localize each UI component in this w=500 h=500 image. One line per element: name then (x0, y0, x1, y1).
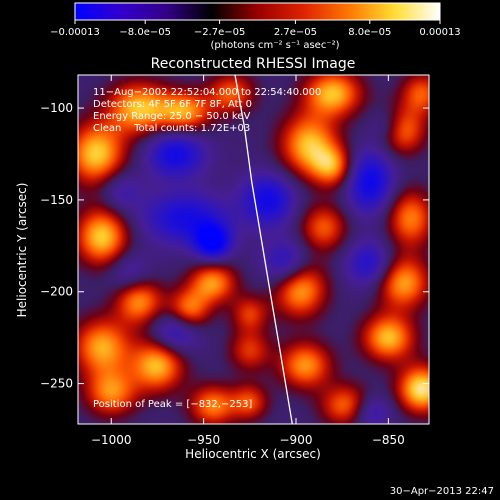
x-axis-label: Heliocentric X (arcsec) (185, 447, 321, 461)
x-tick-label: −900 (280, 433, 313, 447)
x-axis: −1000 −950 −900 −850 (91, 75, 405, 447)
y-tick-label: −100 (40, 101, 73, 115)
x-tick-label: −850 (372, 433, 405, 447)
colorbar-unit-label: (photons cm⁻² s⁻¹ asec⁻²) (210, 40, 339, 51)
x-tick-label: −950 (187, 433, 220, 447)
y-tick-label: −200 (40, 285, 73, 299)
chart-title: Reconstructed RHESSI Image (151, 56, 356, 72)
colorbar-tick-label: 0.00013 (419, 27, 460, 38)
y-tick-label: −150 (40, 193, 73, 207)
colorbar-tick-label: −2.7e−05 (194, 27, 246, 38)
colorbar-frame (74, 2, 441, 21)
footer-timestamp: 30−Apr−2013 22:47 (390, 486, 494, 497)
y-axis-label: Heliocentric Y (arcsec) (15, 183, 29, 318)
colorbar-tick-label: 8.0e−05 (348, 27, 391, 38)
plot-frame (77, 74, 430, 425)
annotation-block: 11−Aug−2002 22:52:04.000 to 22:54:40.000… (93, 87, 321, 134)
y-axis: −100 −150 −200 −250 (40, 101, 429, 391)
colorbar (75, 3, 440, 20)
limb-curve (234, 75, 293, 424)
y-tick-label: −250 (40, 377, 73, 391)
colorbar-ticks: −0.00013 −8.0e−05 −2.7e−05 2.7e−05 8.0e−05 0.… (50, 20, 461, 38)
colorbar-tick-label: −0.00013 (50, 27, 100, 38)
annotation-energy: Energy Range: 25.0 − 50.0 keV (93, 111, 250, 122)
peak-position-label: Position of Peak = [−832,−253] (93, 399, 252, 410)
x-tick-label: −1000 (91, 433, 132, 447)
colorbar-tick-label: −8.0e−05 (119, 27, 171, 38)
heatmap-image (78, 75, 429, 424)
annotation-clean: Clean Total counts: 1.72E+03 (93, 123, 250, 134)
annotation-detectors: Detectors: 4F 5F 6F 7F 8F, Att 0 (93, 99, 252, 110)
colorbar-tick-label: 2.7e−05 (274, 27, 317, 38)
annotation-time: 11−Aug−2002 22:52:04.000 to 22:54:40.000 (93, 87, 321, 98)
